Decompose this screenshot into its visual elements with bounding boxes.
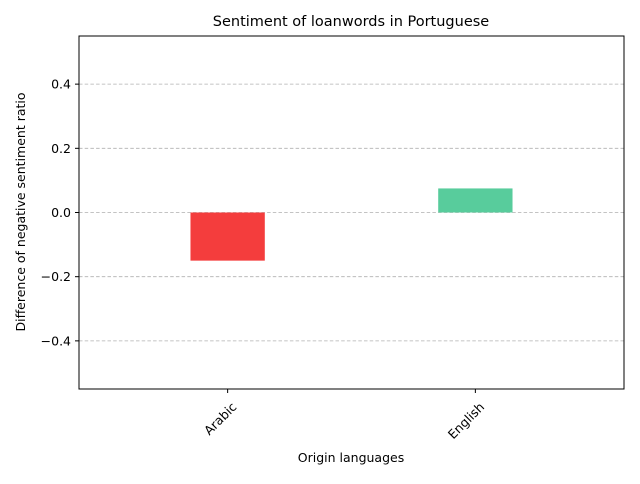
y-tick-label: −0.4 (41, 333, 71, 348)
x-tick-label-english: English (445, 399, 488, 442)
y-tick-label: −0.2 (41, 269, 71, 284)
x-axis-label: Origin languages (298, 450, 404, 465)
bar-english (438, 188, 513, 213)
y-tick-label: 0.0 (51, 205, 71, 220)
y-axis-label: Difference of negative sentiment ratio (13, 92, 28, 331)
gridlines (79, 83, 624, 342)
y-tick-label: 0.2 (51, 141, 71, 156)
chart-title: Sentiment of loanwords in Portuguese (213, 14, 490, 30)
bar-arabic (190, 212, 265, 261)
x-axis-ticks: Arabic English (201, 389, 487, 442)
bars (190, 188, 513, 261)
y-axis-ticks: −0.4 −0.2 0.0 0.2 0.4 (41, 77, 79, 348)
y-tick-label: 0.4 (51, 77, 71, 92)
x-tick-label-arabic: Arabic (201, 399, 240, 438)
